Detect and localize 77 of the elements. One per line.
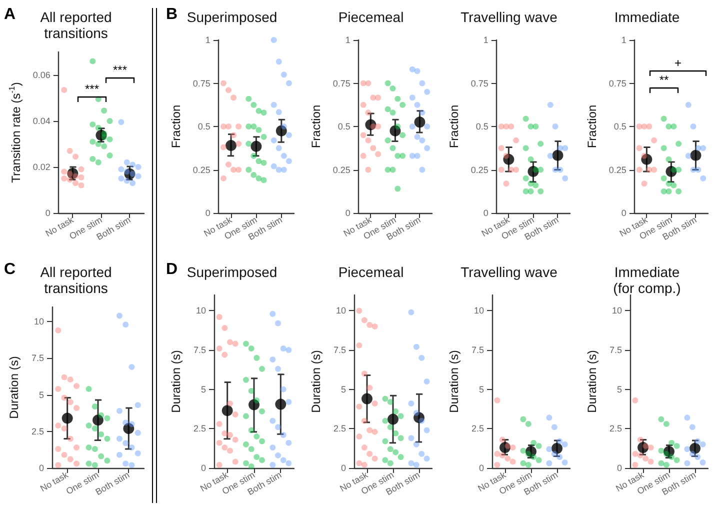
text: B	[166, 6, 178, 24]
y-tick-label: 0	[205, 208, 210, 218]
y-tick-label: 0	[38, 463, 44, 473]
y-tick-label: 1	[205, 35, 210, 45]
y-tick-label: 10	[196, 306, 206, 316]
y-tick-label: 10	[34, 316, 44, 327]
y-tick-label: 0.75	[192, 78, 210, 88]
y-tick-label: 7.5	[333, 345, 346, 356]
y-axis-title: Transition rate (s-1)	[8, 82, 23, 183]
chart-title: Travelling wave	[460, 9, 558, 25]
y-axis-title: Fraction	[169, 104, 183, 148]
y-axis-title: Duration (s)	[447, 350, 461, 413]
y-tick-label: 2.5	[31, 426, 44, 436]
chart-title: Superimposed	[186, 9, 278, 25]
y-tick-label: 0.75	[332, 78, 350, 88]
y-tick-label: 2.5	[333, 424, 346, 434]
y-tick-label: 7.5	[609, 345, 622, 356]
y-tick-label: 2.5	[471, 424, 484, 434]
y-tick-label: 0.25	[192, 164, 210, 175]
y-tick-label: 2.5	[609, 424, 622, 434]
y-tick-label: 5	[340, 384, 346, 394]
y-tick-label: 0.5	[614, 122, 626, 132]
chart-title: All reported transitions	[40, 264, 112, 296]
chart-title: Piecemeal	[338, 264, 404, 280]
y-tick-label: 0	[621, 208, 626, 218]
y-axis-title: Fraction	[309, 104, 323, 148]
annotation: ***	[84, 82, 100, 96]
y-tick-label: 0.04	[32, 116, 50, 126]
annotation: ***	[112, 63, 128, 77]
y-tick-label: 0.25	[332, 164, 350, 175]
y-tick-label: 1	[345, 35, 350, 45]
y-tick-label: 0.75	[470, 78, 488, 88]
chart-title: Superimposed	[186, 264, 278, 280]
y-tick-label: 0	[616, 463, 622, 473]
annotation: **	[658, 73, 670, 87]
y-tick-label: 0.02	[32, 162, 50, 172]
y-tick-label: 2.5	[193, 424, 206, 434]
chart-title: Immediate (for comp.)	[613, 264, 681, 296]
text: A	[4, 6, 16, 24]
y-tick-label: 10	[336, 306, 346, 316]
y-tick-label: 10	[474, 306, 484, 316]
y-tick-label: 7.5	[31, 353, 44, 364]
y-tick-label: 1	[483, 35, 488, 45]
y-tick-label: 0.5	[338, 122, 350, 132]
chart-title: Piecemeal	[338, 9, 404, 25]
chart-title: Travelling wave	[460, 264, 558, 280]
y-tick-label: 0	[45, 208, 50, 218]
y-tick-label: 0	[478, 463, 484, 473]
text: C	[4, 261, 16, 279]
y-tick-label: 7.5	[193, 345, 206, 356]
y-axis-title: Duration (s)	[169, 350, 183, 413]
y-tick-label: 0	[483, 208, 488, 218]
y-tick-label: 5	[478, 384, 484, 394]
chart-title: Immediate	[614, 9, 680, 25]
y-axis-title: Fraction	[585, 104, 599, 148]
y-tick-label: 5	[616, 384, 622, 394]
y-axis-title: Duration (s)	[309, 350, 323, 413]
chart-title: All reported transitions	[40, 9, 112, 41]
y-tick-label: 0.06	[32, 70, 50, 80]
y-tick-label: 1	[621, 35, 626, 45]
y-tick-label: 0.5	[198, 122, 210, 132]
y-tick-label: 5	[200, 384, 206, 394]
y-tick-label: 0.25	[470, 164, 488, 175]
y-tick-label: 5	[38, 390, 44, 400]
y-tick-label: 10	[612, 306, 622, 316]
y-axis-title: Duration (s)	[585, 350, 599, 413]
y-tick-label: 0	[340, 463, 346, 473]
y-tick-label: 0	[200, 463, 206, 473]
y-tick-label: 7.5	[471, 345, 484, 356]
y-tick-label: 0.5	[476, 122, 488, 132]
y-tick-label: 0	[345, 208, 350, 218]
text: D	[166, 261, 178, 279]
y-tick-label: 0.75	[608, 78, 626, 88]
annotation: +	[673, 56, 682, 70]
y-axis-title: Duration (s)	[7, 356, 21, 419]
y-tick-label: 0.25	[608, 164, 626, 175]
y-axis-title: Fraction	[447, 104, 461, 148]
